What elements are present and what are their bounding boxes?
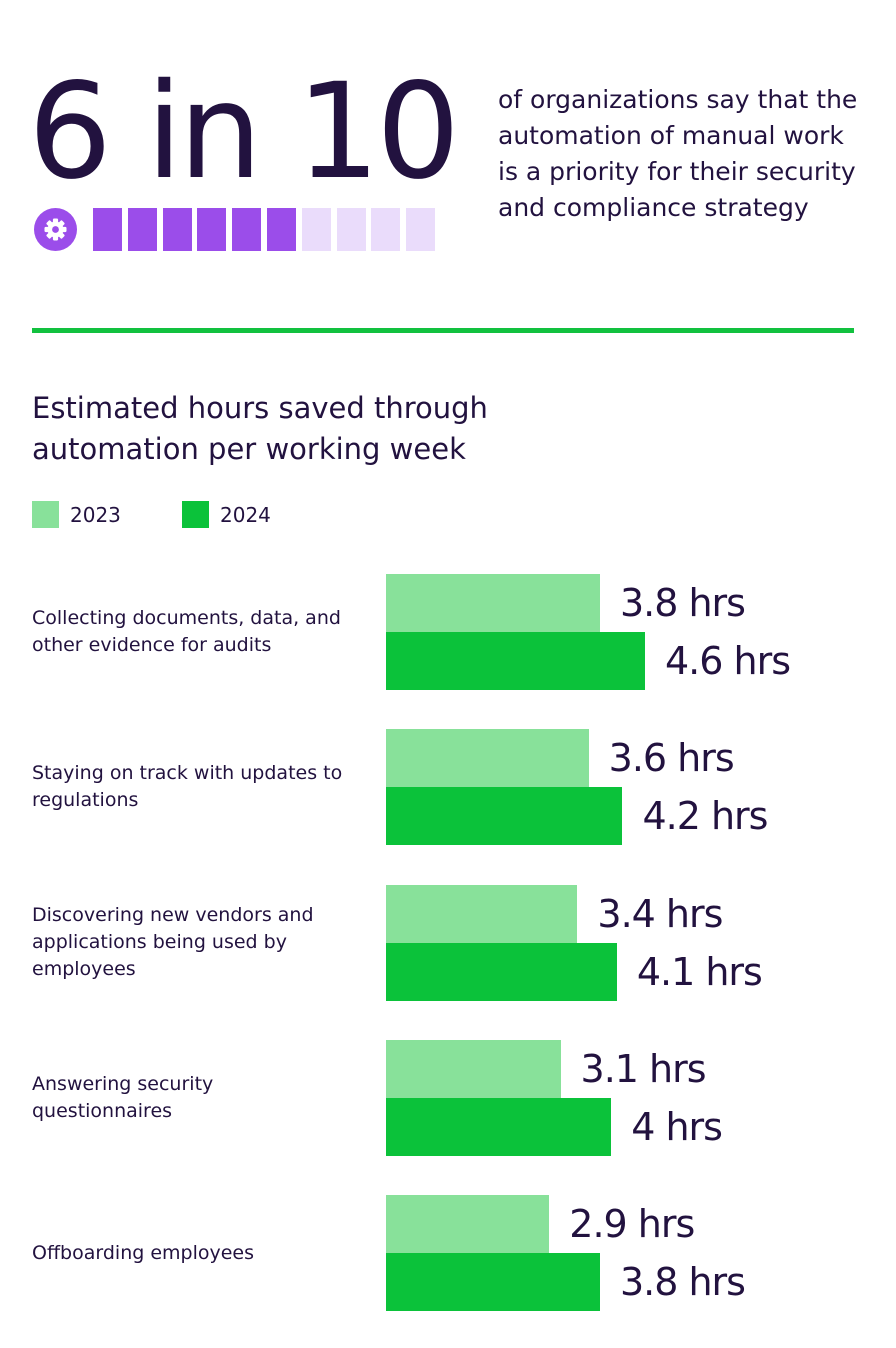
bar-2023	[386, 1195, 550, 1254]
data-label: 4 hrs	[631, 1104, 723, 1149]
data-label: 4.6 hrs	[664, 639, 791, 683]
legend-label-2023: 2023	[70, 503, 121, 527]
bar-2023	[386, 1039, 561, 1098]
progress-pip	[232, 208, 262, 251]
bar-2023	[386, 574, 600, 632]
category-label: Collecting documents, data, and other ev…	[32, 607, 341, 656]
progress-pip	[162, 208, 192, 251]
stat-headline: 6 in 10	[28, 55, 460, 209]
bar-2024	[386, 632, 645, 690]
progress-pip	[406, 208, 436, 251]
progress-pip	[197, 208, 227, 251]
data-label: 4.1 hrs	[636, 949, 763, 994]
category-label: Staying on track with updates to regulat…	[32, 762, 343, 812]
chart-title: Estimated hours saved through automation…	[32, 391, 488, 466]
data-label: 3.8 hrs	[619, 581, 746, 625]
data-label: 2.9 hrs	[569, 1202, 695, 1247]
category-label: Discovering new vendors and applications…	[32, 904, 314, 981]
bar-2023	[386, 884, 578, 943]
bar-2024	[386, 1097, 612, 1156]
bar-2024	[386, 787, 623, 846]
data-label: 4.2 hrs	[642, 794, 768, 839]
category-label: Answering security questionnaires	[32, 1072, 214, 1122]
progress-pip	[371, 208, 401, 251]
progress-pip	[93, 208, 122, 251]
progress-pip	[301, 208, 331, 251]
category-label: Offboarding employees	[32, 1241, 255, 1264]
progress-pip	[336, 208, 366, 251]
legend-swatch-2024	[182, 501, 209, 528]
legend-swatch-2023	[32, 501, 59, 528]
data-label: 3.4 hrs	[597, 891, 723, 936]
data-label: 3.8 hrs	[619, 1260, 746, 1305]
stat-description: of organizations say that the automation…	[498, 85, 858, 222]
bar-2024	[386, 1253, 600, 1312]
data-label: 3.1 hrs	[580, 1046, 707, 1091]
gear-icon	[34, 208, 77, 251]
legend-label-2024: 2024	[220, 503, 271, 527]
progress-pip	[127, 208, 157, 251]
bar-2024	[386, 942, 617, 1001]
progress-pip	[267, 208, 296, 251]
section-divider	[32, 328, 854, 333]
bar-2023	[386, 729, 589, 788]
data-label: 3.6 hrs	[608, 736, 735, 781]
